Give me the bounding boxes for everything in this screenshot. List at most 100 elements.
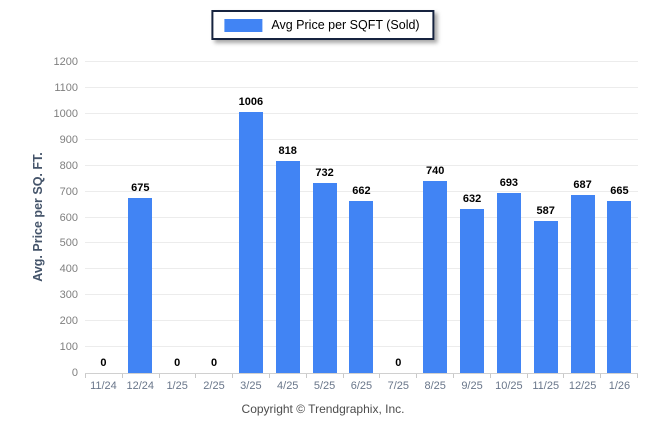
x-axis-tick: [489, 374, 491, 378]
bar: [275, 161, 300, 373]
gridline: [85, 86, 638, 88]
x-axis-tick: [563, 374, 565, 378]
legend: Avg Price per SQFT (Sold): [211, 10, 435, 40]
x-axis-tick: [305, 374, 307, 378]
x-axis-label: 11/25: [532, 380, 560, 392]
bar-value-label: 0: [210, 357, 218, 369]
x-axis-tick: [158, 374, 160, 378]
y-axis-tick-label: 400: [59, 263, 78, 276]
x-axis-tick: [232, 374, 234, 378]
y-axis: 0 100 200 300 400 500 600 700 800 900 1000 1100 1200: [0, 56, 78, 379]
x-axis-label: 2/25: [203, 380, 225, 392]
gridline: [85, 164, 638, 166]
x-axis-tick: [379, 374, 381, 378]
y-axis-tick-label: 900: [59, 133, 78, 146]
bar: [570, 194, 595, 373]
bar-column: 632: [454, 62, 491, 373]
bar-value-label: 740: [425, 165, 445, 178]
y-axis-tick-label: 100: [59, 341, 78, 354]
gridline: [85, 190, 638, 192]
bar-column: 687: [564, 62, 601, 373]
bar: [349, 201, 374, 373]
bar-column: 1006: [232, 62, 269, 373]
x-axis-label: 7/25: [387, 380, 410, 392]
y-axis-tick-label: 1100: [54, 81, 78, 94]
bar-column: 662: [343, 62, 380, 373]
x-axis-ticks: [85, 374, 638, 378]
y-axis-tick-label: 1200: [53, 56, 78, 68]
bar-value-label: 693: [499, 177, 519, 190]
x-axis-tick: [195, 374, 197, 378]
legend-label: Avg Price per SQFT (Sold): [271, 18, 420, 32]
bar-column: 665: [601, 62, 638, 373]
bar-value-label: 665: [610, 184, 629, 197]
bar-column: 818: [269, 62, 306, 373]
legend-swatch-icon: [224, 18, 263, 32]
bar-value-label: 632: [462, 193, 482, 206]
x-axis-label: 8/25: [424, 380, 446, 392]
bar-value-label: 732: [315, 167, 334, 180]
bar: [423, 181, 448, 373]
x-axis-tick: [268, 374, 270, 378]
bar-value-label: 687: [573, 178, 592, 191]
x-axis-tick: [85, 374, 86, 378]
bar-value-label: 1006: [238, 96, 264, 109]
bar-column: 693: [490, 62, 527, 373]
y-axis-tick-label: 800: [59, 159, 78, 172]
gridline: [85, 112, 638, 114]
bar-value-label: 0: [174, 357, 181, 369]
bar: [128, 198, 153, 373]
bar-column: 0: [380, 62, 417, 373]
bar-column: 587: [527, 62, 564, 373]
bar-column: 0: [196, 62, 233, 373]
y-axis-tick-label: 700: [59, 185, 78, 198]
bar-value-label: 662: [352, 185, 371, 198]
bar-value-label: 0: [395, 357, 402, 369]
y-axis-tick-label: 600: [59, 211, 78, 224]
plot-area: 0 675 0 0 1006 818 732 662 0 740 632 693 587 687 665: [85, 61, 638, 374]
bar-column: 732: [306, 62, 343, 373]
x-axis-label: 1/26: [608, 380, 631, 392]
bar-column: 0: [159, 62, 196, 373]
x-axis: 11/24 12/24 1/25 2/25 3/25 4/25 5/25 6/25 7/25 8/…: [85, 380, 638, 392]
bar-value-label: 818: [278, 145, 297, 158]
bar-series: 0 675 0 0 1006 818 732 662 0 740 632 693 587 687 665: [85, 62, 638, 373]
bar-column: 0: [85, 62, 122, 373]
bar: [533, 220, 558, 373]
y-axis-tick-label: 500: [59, 237, 78, 250]
x-axis-label: 11/24: [90, 380, 117, 392]
bar: [496, 193, 521, 373]
x-axis-label: 6/25: [350, 380, 373, 392]
bar-column: 740: [417, 62, 454, 373]
x-axis-tick: [600, 374, 602, 378]
gridline: [85, 138, 638, 140]
x-axis-label: 3/25: [240, 380, 262, 392]
x-axis-label: 1/25: [166, 380, 188, 392]
y-axis-tick-label: 200: [59, 315, 78, 328]
bar: [607, 200, 632, 373]
x-axis-label: 12/24: [126, 380, 155, 392]
y-axis-tick-label: 0: [71, 367, 78, 379]
x-axis-tick: [526, 374, 528, 378]
x-axis-label: 4/25: [277, 380, 299, 392]
bar-value-label: 587: [536, 204, 555, 217]
gridline: [85, 61, 638, 62]
x-axis-tick: [636, 374, 638, 378]
x-axis-label: 9/25: [461, 380, 483, 392]
bar: [238, 112, 263, 373]
x-axis-tick: [342, 374, 344, 378]
x-axis-label: 10/25: [495, 380, 523, 392]
bar-value-label: 675: [131, 182, 150, 195]
x-axis-label: 12/25: [568, 380, 597, 392]
bar: [460, 209, 485, 373]
x-axis-tick: [121, 374, 123, 378]
bar: [312, 183, 337, 373]
copyright-text: Copyright © Trendgraphix, Inc.: [241, 402, 405, 416]
y-axis-tick-label: 300: [59, 289, 78, 302]
bar-column: 675: [122, 62, 159, 373]
x-axis-label: 5/25: [313, 380, 336, 392]
x-axis-tick: [452, 374, 454, 378]
bar-value-label: 0: [100, 357, 107, 369]
x-axis-tick: [416, 374, 418, 378]
